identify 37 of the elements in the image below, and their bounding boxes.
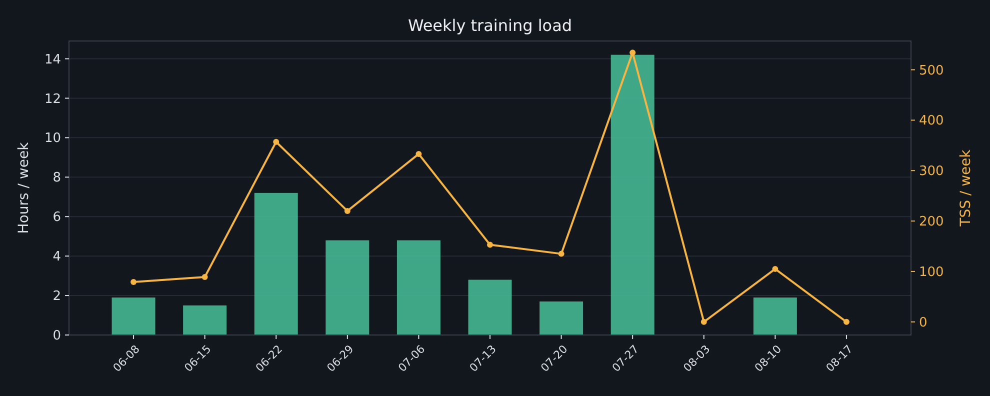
point <box>630 50 636 56</box>
chart-title: Weekly training load <box>408 16 572 35</box>
bar <box>753 298 797 335</box>
bar <box>610 54 654 335</box>
bar <box>540 301 584 335</box>
point <box>700 318 707 325</box>
y-tick-label: 10 <box>44 131 61 146</box>
point <box>843 318 850 325</box>
y-axis-title: Hours / week <box>16 141 32 234</box>
y2-tick-label: 300 <box>919 164 944 180</box>
point <box>772 266 778 272</box>
y-tick-label: 4 <box>52 250 61 265</box>
y-tick-label: 0 <box>52 328 61 344</box>
point <box>130 279 137 286</box>
point <box>273 138 280 145</box>
y-tick-label: 14 <box>44 52 61 68</box>
bar <box>254 192 298 335</box>
y2-tick-label: 400 <box>919 114 944 129</box>
y-tick-label: 12 <box>44 92 61 107</box>
point <box>558 250 564 257</box>
y2-tick-label: 500 <box>919 63 944 78</box>
y-tick-label: 2 <box>52 289 61 304</box>
bar <box>112 298 156 335</box>
point <box>202 274 208 280</box>
y-tick-label: 6 <box>52 210 61 226</box>
y2-tick-label: 200 <box>919 214 944 230</box>
point <box>344 208 350 214</box>
point <box>487 242 493 248</box>
bar <box>183 305 227 335</box>
y2-tick-label: 100 <box>919 265 944 280</box>
y2-axis-title: TSS / week <box>958 148 974 228</box>
y-tick-label: 8 <box>52 170 61 186</box>
y2-tick-label: 0 <box>919 315 928 330</box>
point <box>416 150 422 157</box>
bar <box>396 240 440 335</box>
bar <box>468 280 512 335</box>
bar <box>326 240 370 335</box>
